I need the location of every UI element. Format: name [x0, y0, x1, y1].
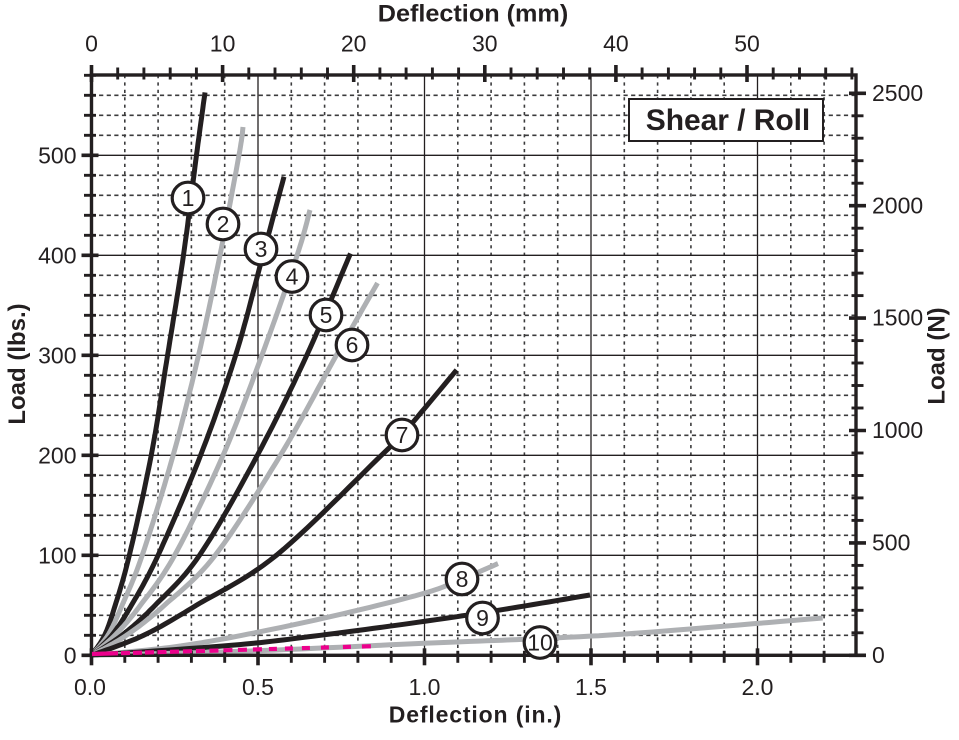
svg-text:Deflection (in.): Deflection (in.) — [389, 702, 562, 728]
svg-text:10: 10 — [210, 31, 236, 57]
svg-text:Load (N): Load (N) — [924, 307, 951, 404]
svg-text:Shear / Roll: Shear / Roll — [646, 104, 811, 137]
svg-text:8: 8 — [456, 566, 469, 592]
svg-text:Load (lbs.): Load (lbs.) — [4, 303, 31, 424]
svg-text:500: 500 — [38, 143, 76, 169]
svg-text:0.0: 0.0 — [74, 674, 106, 700]
svg-text:50: 50 — [734, 31, 760, 57]
svg-text:1000: 1000 — [872, 417, 923, 443]
svg-text:2500: 2500 — [872, 80, 923, 106]
svg-text:3: 3 — [255, 236, 268, 262]
svg-text:0.5: 0.5 — [242, 674, 274, 700]
svg-text:0: 0 — [64, 643, 77, 669]
svg-text:2: 2 — [217, 211, 230, 237]
svg-text:500: 500 — [872, 530, 910, 556]
svg-text:40: 40 — [603, 31, 629, 57]
svg-text:7: 7 — [396, 422, 409, 448]
svg-text:200: 200 — [38, 443, 76, 469]
svg-text:300: 300 — [38, 343, 76, 369]
svg-text:20: 20 — [341, 31, 367, 57]
svg-text:6: 6 — [346, 332, 359, 358]
svg-text:1.5: 1.5 — [575, 674, 607, 700]
svg-text:0: 0 — [872, 642, 885, 668]
svg-text:1: 1 — [182, 185, 195, 211]
svg-text:2000: 2000 — [872, 192, 923, 218]
svg-text:5: 5 — [320, 302, 333, 328]
svg-text:1.0: 1.0 — [409, 674, 441, 700]
svg-text:30: 30 — [472, 31, 498, 57]
svg-text:400: 400 — [38, 243, 76, 269]
svg-text:2.0: 2.0 — [742, 674, 774, 700]
svg-text:100: 100 — [38, 543, 76, 569]
svg-text:10: 10 — [527, 630, 553, 656]
svg-text:0: 0 — [85, 31, 98, 57]
svg-text:1500: 1500 — [872, 305, 923, 331]
svg-text:Deflection (mm): Deflection (mm) — [378, 1, 569, 28]
svg-text:9: 9 — [476, 605, 489, 631]
svg-text:4: 4 — [286, 264, 299, 290]
